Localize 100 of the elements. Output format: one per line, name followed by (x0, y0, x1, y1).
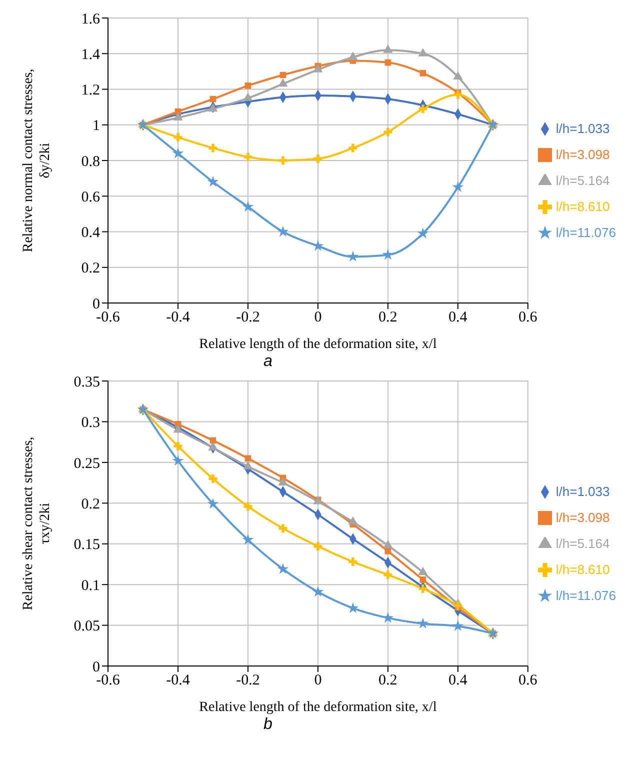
legend-label: l/h=3.098 (556, 510, 610, 524)
y-tick-label: 0.25 (74, 456, 100, 472)
point (452, 620, 464, 631)
x-tick-label: 0.4 (448, 310, 468, 326)
legend-label: l/h=1.033 (556, 484, 610, 498)
point (278, 477, 288, 486)
point (347, 602, 359, 614)
y-tick-label: 0.2 (81, 260, 100, 277)
point (278, 524, 288, 533)
y-tick-label: 0.15 (74, 537, 100, 554)
point (452, 181, 464, 192)
point (348, 558, 358, 566)
point (384, 128, 392, 136)
x-tick-label: 0.2 (378, 310, 398, 326)
point (418, 584, 428, 593)
x-tick-label: 0 (314, 310, 322, 326)
x-axis-title: Relative length of the deformation site, x/l (199, 700, 437, 715)
y-tick-label: 1.2 (81, 82, 100, 99)
point (314, 154, 322, 163)
point (243, 92, 253, 101)
point (418, 48, 428, 56)
point (242, 200, 254, 212)
point (173, 112, 183, 121)
point (242, 534, 254, 545)
point (454, 90, 462, 99)
x-tick-label: -0.2 (236, 310, 260, 326)
point (417, 618, 429, 628)
point (208, 474, 218, 483)
y-tick-label: 0.05 (74, 618, 100, 635)
point (418, 566, 428, 576)
y-tick-label: 0.35 (74, 374, 100, 390)
text: b (262, 716, 274, 734)
point (207, 498, 219, 509)
legend-label: l/h=5.164 (556, 172, 610, 188)
y-tick-label: 0.8 (81, 154, 100, 170)
y-tick-label: 0.1 (81, 578, 100, 594)
legend-label: l/h=1.033 (556, 120, 610, 136)
point (382, 612, 394, 623)
point (420, 576, 426, 583)
legend-label: l/h=3.098 (556, 146, 610, 162)
legend-label: l/h=11.076 (556, 588, 616, 602)
point (207, 176, 219, 187)
x-tick-label: -0.6 (96, 310, 120, 326)
x-tick-label: 0.6 (518, 672, 538, 689)
x-axis-title: Relative length of the deformation site, x/l (199, 337, 437, 352)
point (277, 226, 289, 237)
point (454, 602, 462, 610)
point (174, 133, 182, 142)
x-tick-label: 0.6 (518, 310, 538, 326)
point (278, 156, 288, 165)
point (243, 460, 253, 470)
y-tick-label: 0 (92, 659, 100, 676)
x-tick-label: -0.4 (166, 310, 190, 326)
point (173, 424, 183, 433)
x-tick-label: 0.4 (448, 672, 468, 689)
point (348, 52, 358, 60)
point (244, 455, 252, 462)
point (174, 442, 182, 450)
x-tick-label: 0 (314, 672, 322, 689)
point (210, 96, 216, 102)
point (172, 147, 184, 158)
point (418, 104, 428, 114)
point (277, 563, 289, 574)
x-tick-label: -0.4 (166, 672, 190, 689)
point (313, 64, 323, 72)
point (383, 540, 393, 548)
y-tick-label: 0.2 (81, 496, 100, 512)
x-tick-label: -0.6 (96, 672, 120, 689)
x-tick-label: -0.2 (236, 672, 260, 689)
point (348, 516, 358, 525)
point (348, 144, 358, 152)
point (384, 548, 392, 554)
legend-label: l/h=8.610 (556, 198, 610, 214)
legend-label: l/h=11.076 (556, 224, 616, 240)
y-tick-label: 1.6 (81, 11, 100, 28)
legend-label: l/h=5.164 (556, 536, 610, 550)
point (244, 502, 252, 511)
point (384, 59, 392, 66)
y-tick-label: 0.3 (81, 415, 100, 432)
point (280, 72, 286, 78)
y-tick-label: 1 (92, 118, 100, 134)
y-tick-label: 0.6 (81, 189, 100, 206)
y-tick-label: 1.4 (81, 46, 100, 63)
y-tick-label: 0 (92, 296, 100, 312)
point (420, 70, 426, 76)
point (244, 82, 252, 89)
legend-label: l/h=8.610 (556, 562, 610, 576)
point (384, 570, 392, 580)
point (172, 454, 184, 466)
y-axis-title: Relative normal contact stresses, δy/2ki (21, 68, 53, 252)
text: a (262, 353, 274, 371)
point (312, 586, 324, 597)
point (417, 228, 429, 238)
x-tick-label: 0.2 (378, 672, 398, 689)
point (278, 78, 288, 87)
point (383, 44, 393, 53)
point (208, 144, 218, 152)
y-tick-label: 0.4 (81, 225, 100, 242)
point (314, 542, 322, 551)
point (208, 442, 218, 451)
